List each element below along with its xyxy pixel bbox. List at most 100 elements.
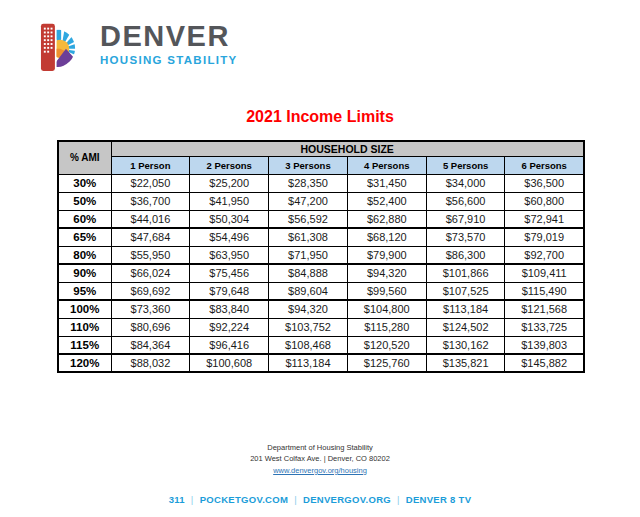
income-cell: $47,684 [111, 228, 190, 246]
table-row: 120% $88,032 $100,608 $113,184 $125,760 … [58, 354, 584, 372]
income-cell: $47,200 [269, 192, 348, 210]
ami-cell: 120% [58, 354, 111, 372]
income-cell: $100,608 [190, 354, 269, 372]
ami-cell: 65% [58, 228, 111, 246]
column-header-6-persons: 6 Persons [505, 156, 584, 174]
income-cell: $31,450 [347, 174, 426, 192]
income-cell: $109,411 [505, 264, 584, 282]
column-header-2-persons: 2 Persons [190, 156, 269, 174]
column-header-3-persons: 3 Persons [269, 156, 348, 174]
income-cell: $41,950 [190, 192, 269, 210]
income-cell: $34,000 [426, 174, 505, 192]
income-cell: $120,520 [347, 336, 426, 354]
footer-housing-link[interactable]: www.denvergov.org/housing [273, 466, 367, 477]
denver-housing-logo: DENVER HOUSING STABILITY [40, 16, 238, 72]
table-row: 95% $69,692 $79,648 $89,604 $99,560 $107… [58, 282, 584, 300]
table-row: 50% $36,700 $41,950 $47,200 $52,400 $56,… [58, 192, 584, 210]
income-cell: $28,350 [269, 174, 348, 192]
ami-cell: 80% [58, 246, 111, 264]
table-row: 115% $84,364 $96,416 $108,468 $120,520 $… [58, 336, 584, 354]
bar-item-denver8tv: DENVER 8 TV [406, 494, 472, 505]
income-cell: $56,592 [269, 210, 348, 228]
bar-separator: | [191, 494, 194, 505]
bar-item-311: 311 [169, 494, 185, 505]
ami-cell: 60% [58, 210, 111, 228]
income-cell: $121,568 [505, 300, 584, 318]
income-cell: $55,950 [111, 246, 190, 264]
denver-d-logo-icon [40, 16, 90, 72]
footer-department: Department of Housing Stability [0, 443, 640, 454]
income-cell: $79,900 [347, 246, 426, 264]
income-cell: $67,910 [426, 210, 505, 228]
city-services-bar: 311 | POCKETGOV.COM | DENVERGOV.ORG | DENVER 8… [0, 494, 640, 505]
income-cell: $108,468 [269, 336, 348, 354]
column-header-1-person: 1 Person [111, 156, 190, 174]
income-cell: $36,500 [505, 174, 584, 192]
income-cell: $99,560 [347, 282, 426, 300]
income-cell: $125,760 [347, 354, 426, 372]
ami-cell: 100% [58, 300, 111, 318]
logo-subtitle: HOUSING STABILITY [100, 54, 238, 66]
income-cell: $75,456 [190, 264, 269, 282]
logo-title: DENVER [100, 22, 238, 51]
income-cell: $89,604 [269, 282, 348, 300]
income-cell: $66,024 [111, 264, 190, 282]
income-cell: $139,803 [505, 336, 584, 354]
income-cell: $101,866 [426, 264, 505, 282]
income-cell: $84,888 [269, 264, 348, 282]
income-cell: $62,880 [347, 210, 426, 228]
income-cell: $25,200 [190, 174, 269, 192]
ami-cell: 50% [58, 192, 111, 210]
income-cell: $44,016 [111, 210, 190, 228]
bar-item-denvergov: DENVERGOV.ORG [303, 494, 391, 505]
income-cell: $115,490 [505, 282, 584, 300]
income-cell: $69,692 [111, 282, 190, 300]
ami-cell: 115% [58, 336, 111, 354]
table-row: 110% $80,696 $92,224 $103,752 $115,280 $… [58, 318, 584, 336]
ami-cell: 110% [58, 318, 111, 336]
bar-separator: | [294, 494, 297, 505]
income-cell: $54,496 [190, 228, 269, 246]
column-header-4-persons: 4 Persons [347, 156, 426, 174]
income-cell: $79,648 [190, 282, 269, 300]
table-header-row-group: % AMI HOUSEHOLD SIZE [58, 141, 584, 156]
bar-separator: | [397, 494, 400, 505]
table-row: 100% $73,360 $83,840 $94,320 $104,800 $1… [58, 300, 584, 318]
income-cell: $83,840 [190, 300, 269, 318]
income-cell: $73,570 [426, 228, 505, 246]
income-cell: $130,162 [426, 336, 505, 354]
bar-item-pocketgov: POCKETGOV.COM [200, 494, 289, 505]
table-row: 90% $66,024 $75,456 $84,888 $94,320 $101… [58, 264, 584, 282]
ami-cell: 90% [58, 264, 111, 282]
income-cell: $115,280 [347, 318, 426, 336]
income-cell: $50,304 [190, 210, 269, 228]
income-cell: $94,320 [347, 264, 426, 282]
income-cell: $84,364 [111, 336, 190, 354]
table-row: 30% $22,050 $25,200 $28,350 $31,450 $34,… [58, 174, 584, 192]
income-cell: $73,360 [111, 300, 190, 318]
income-cell: $103,752 [269, 318, 348, 336]
document-footer: Department of Housing Stability 201 West… [0, 443, 640, 477]
income-cell: $60,800 [505, 192, 584, 210]
column-header-5-persons: 5 Persons [426, 156, 505, 174]
income-cell: $71,950 [269, 246, 348, 264]
income-cell: $92,224 [190, 318, 269, 336]
table-header-row-columns: 1 Person 2 Persons 3 Persons 4 Persons 5… [58, 156, 584, 174]
income-cell: $63,950 [190, 246, 269, 264]
income-cell: $52,400 [347, 192, 426, 210]
income-cell: $107,525 [426, 282, 505, 300]
income-cell: $56,600 [426, 192, 505, 210]
ami-cell: 95% [58, 282, 111, 300]
income-cell: $135,821 [426, 354, 505, 372]
income-limits-table: % AMI HOUSEHOLD SIZE 1 Person 2 Persons … [57, 140, 585, 373]
income-cell: $68,120 [347, 228, 426, 246]
income-cell: $104,800 [347, 300, 426, 318]
ami-column-header: % AMI [58, 141, 111, 174]
income-cell: $61,308 [269, 228, 348, 246]
income-cell: $88,032 [111, 354, 190, 372]
logo-text: DENVER HOUSING STABILITY [100, 22, 238, 66]
income-cell: $36,700 [111, 192, 190, 210]
income-cell: $96,416 [190, 336, 269, 354]
income-cell: $133,725 [505, 318, 584, 336]
household-size-header: HOUSEHOLD SIZE [111, 141, 584, 156]
